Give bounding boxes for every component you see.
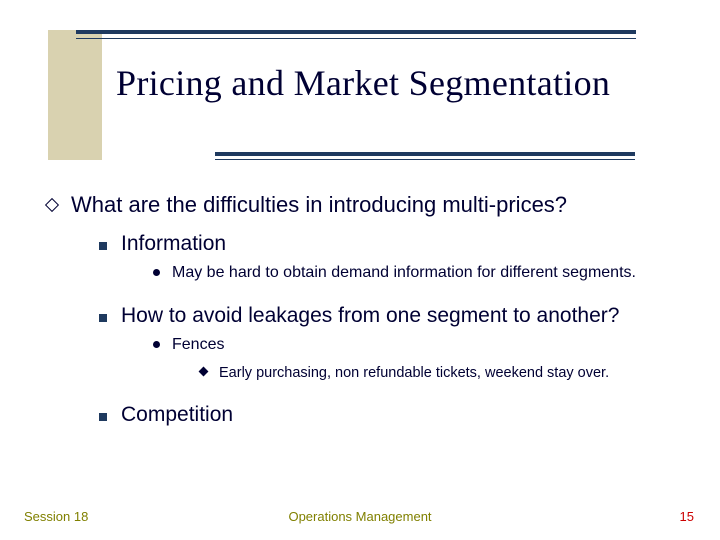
slide-title: Pricing and Market Segmentation <box>116 62 610 104</box>
bullet-level3: Fences <box>153 334 685 356</box>
decor-beige-block <box>48 30 102 160</box>
bullet-level2: How to avoid leakages from one segment t… <box>99 304 685 328</box>
diamond-outline-icon <box>45 198 59 212</box>
square-bullet-icon <box>99 242 107 250</box>
lvl4-text: Early purchasing, non refundable tickets… <box>219 365 609 381</box>
square-bullet-icon <box>99 314 107 322</box>
decor-top-bar-thin <box>76 38 636 39</box>
decor-under-title-thick <box>215 152 635 156</box>
bullet-level2: Information <box>99 232 685 256</box>
bullet-level4: Early purchasing, non refundable tickets… <box>197 365 685 381</box>
lvl2-text: How to avoid leakages from one segment t… <box>121 304 619 328</box>
diamond-solid-icon <box>197 368 209 375</box>
square-bullet-icon <box>99 413 107 421</box>
bullet-level1: What are the difficulties in introducing… <box>45 192 685 218</box>
footer-course: Operations Management <box>0 509 720 524</box>
footer-page-number: 15 <box>680 509 694 524</box>
bullet-level3: May be hard to obtain demand information… <box>153 262 685 284</box>
disc-bullet-icon <box>153 269 160 276</box>
decor-under-title-thin <box>215 159 635 160</box>
lvl2-text: Information <box>121 232 226 256</box>
lvl1-text: What are the difficulties in introducing… <box>71 192 567 218</box>
lvl3-text: May be hard to obtain demand information… <box>172 262 636 284</box>
slide: Pricing and Market Segmentation What are… <box>0 0 720 540</box>
decor-top-bar-thick <box>76 30 636 34</box>
bullet-level2: Competition <box>99 403 685 427</box>
disc-bullet-icon <box>153 341 160 348</box>
content-body: What are the difficulties in introducing… <box>45 192 685 433</box>
lvl2-text: Competition <box>121 403 233 427</box>
lvl3-text: Fences <box>172 334 224 356</box>
